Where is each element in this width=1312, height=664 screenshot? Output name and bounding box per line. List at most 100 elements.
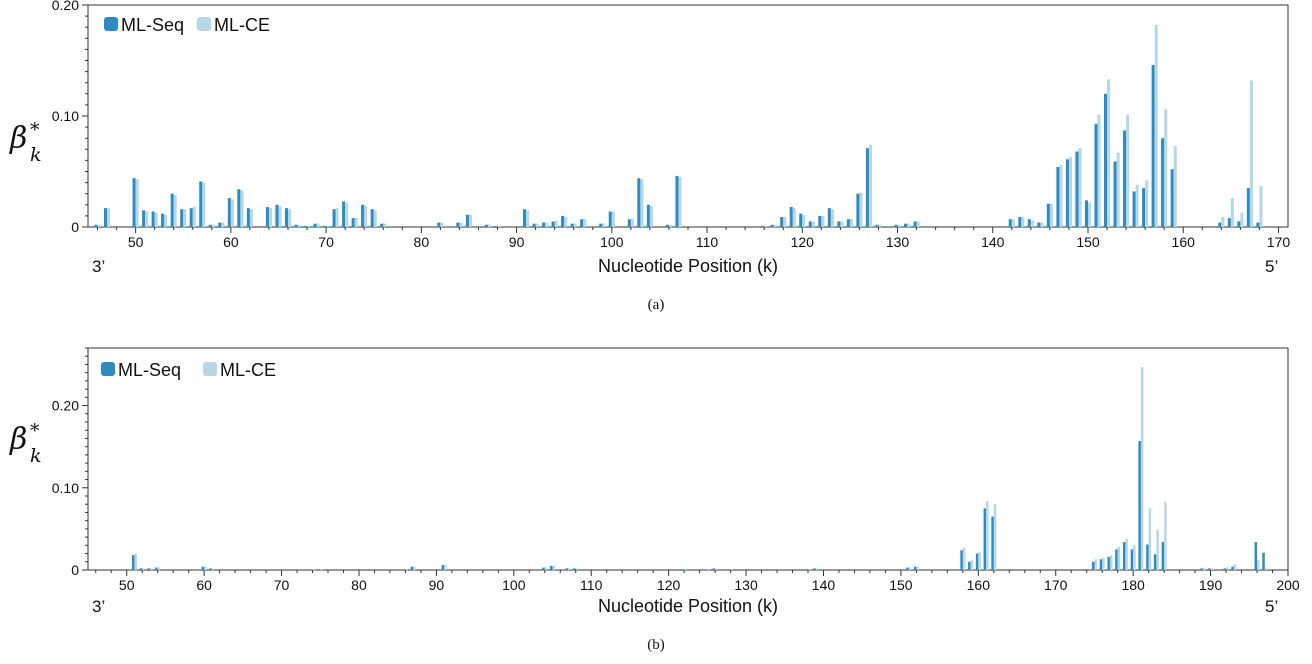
panel-a-bar-ml-ce-148 (1068, 157, 1072, 227)
panel-a-bar-ml-seq-93 (542, 222, 546, 227)
panel-a-bar-ml-ce-102 (630, 219, 634, 227)
panel-b-bar-ml-ce-53 (149, 568, 153, 570)
panel-b-bar-ml-seq-161 (983, 508, 987, 570)
panel-b-bar-ml-seq-128 (728, 569, 731, 570)
panel-a-bar-ml-ce-73 (354, 218, 358, 227)
panel-a-x-tick-label: 80 (414, 234, 430, 250)
panel-b-bar-ml-ce-179 (1125, 538, 1128, 570)
panel-b-bar-ml-ce-54 (157, 567, 161, 570)
panel-b-bar-ml-ce-105 (552, 565, 555, 570)
panel-a-bar-ml-seq-142 (1008, 219, 1012, 227)
panel-a-bar-ml-seq-168 (1256, 222, 1260, 227)
panel-a-bar-ml-ce-122 (821, 215, 825, 227)
panel-a-bar-ml-seq-146 (1046, 203, 1050, 227)
panel-a-bar-ml-seq-62 (246, 208, 250, 227)
panel-a-bar-ml-seq-75 (370, 209, 374, 227)
panel-a-bar-ml-seq-58 (208, 224, 212, 227)
panel-a-bar-ml-ce-131 (907, 223, 911, 227)
panel-b-bar-ml-ce-86 (405, 569, 408, 570)
panel-a-bar-ml-ce-99 (602, 223, 606, 227)
panel-a-y-ticks: 0 0.10 0.20 (52, 0, 88, 235)
panel-a-bar-ml-seq-51 (142, 210, 146, 227)
panel-b-bar-ml-ce-162 (993, 504, 997, 570)
panel-a-bar-ml-ce-158 (1164, 109, 1168, 227)
panel-a-bar-ml-ce-120 (802, 214, 806, 227)
panel-b-y-tick-label: 0.10 (52, 480, 79, 496)
panel-b-bar-ml-seq-151 (906, 567, 909, 570)
panel-b-marks (131, 366, 1268, 570)
panel-b-bar-ml-seq-193 (1231, 566, 1234, 570)
panel-a-bar-ml-ce-146 (1049, 203, 1053, 227)
panel-b-left-end-label: 3’ (92, 597, 105, 616)
panel-a-bar-ml-ce-149 (1078, 148, 1082, 227)
panel-a-bar-ml-seq-117 (770, 224, 774, 227)
panel-a-bar-ml-seq-102 (627, 219, 631, 227)
panel-a-y-tick-label: 0.20 (52, 0, 79, 13)
panel-a-x-tick-label: 140 (981, 234, 1005, 250)
panel-a-bar-ml-ce-74 (364, 205, 368, 227)
panel-a-bar-ml-ce-76 (383, 223, 387, 227)
panel-a-bar-ml-seq-119 (789, 207, 793, 227)
panel-a-bar-ml-seq-67 (294, 224, 298, 227)
panel-b-bar-ml-seq-91 (441, 565, 445, 570)
panel-a-bar-ml-seq-94 (551, 221, 555, 227)
panel-b-bar-ml-seq-182 (1146, 544, 1149, 570)
panel-a-bar-ml-seq-84 (456, 222, 460, 227)
panel-b-bar-ml-ce-189 (1202, 568, 1206, 570)
panel-a-bar-ml-seq-128 (875, 224, 879, 227)
panel-a-bar-ml-seq-132 (913, 221, 917, 227)
panel-a-bar-ml-seq-59 (218, 222, 222, 227)
panel-b-legend-ml-seq-swatch (101, 362, 115, 376)
panel-b-x-tick-label: 200 (1276, 577, 1300, 593)
panel-a-bar-ml-ce-57 (202, 182, 206, 227)
panel-b-x-tick-label: 170 (1044, 577, 1068, 593)
panel-b-legend-ml-ce-swatch (203, 362, 217, 376)
panel-b-x-tick-label: 50 (119, 577, 135, 593)
panel-a-bar-ml-ce-126 (859, 192, 863, 227)
panel-b-bar-ml-seq-179 (1122, 542, 1126, 570)
panel-a-bar-ml-seq-124 (837, 221, 841, 227)
panel-b-bar-ml-ce-75 (320, 569, 323, 570)
panel-a-bar-ml-ce-52 (154, 212, 158, 227)
panel-a-bar-ml-ce-132 (916, 221, 920, 227)
panel-b-bar-ml-ce-108 (575, 568, 579, 570)
panel-a-bar-ml-seq-47 (104, 208, 108, 227)
panel-a-bar-ml-seq-71 (332, 209, 336, 227)
panel-a-bar-ml-seq-65 (275, 204, 279, 227)
panel-b-chart: 50 60 70 80 90 100 110 120 130 140 150 160 170 180 190… (9, 347, 1300, 653)
panel-a-bar-ml-ce-117 (773, 224, 777, 227)
panel-a-bar-ml-ce-56 (192, 207, 196, 227)
panel-b-bar-ml-seq-175 (1091, 561, 1095, 570)
panel-a-bar-ml-ce-95 (564, 217, 568, 227)
panel-b-bar-ml-seq-180 (1130, 549, 1134, 570)
panel-a-bar-ml-ce-165 (1230, 198, 1234, 227)
panel-b-x-tick-label: 110 (580, 577, 603, 593)
panel-b-y-axis-symbol: β (9, 422, 27, 457)
panel-a-bar-ml-seq-50 (132, 178, 136, 227)
panel-a-bar-ml-seq-66 (284, 208, 288, 227)
panel-a-bar-ml-seq-68 (304, 225, 308, 227)
panel-b-bar-ml-seq-74 (310, 569, 313, 570)
panel-b-bar-ml-ce-160 (978, 551, 981, 570)
panel-a-bar-ml-seq-70 (323, 225, 327, 227)
panel-b-bar-ml-seq-152 (913, 566, 917, 570)
panel-b-bar-ml-ce-182 (1148, 508, 1152, 570)
panel-b-caption: (b) (647, 637, 665, 653)
panel-a-y-tick-label: 0 (71, 219, 79, 235)
panel-a-bar-ml-seq-61 (237, 189, 241, 227)
panel-a-bar-ml-ce-96 (573, 223, 577, 227)
panel-b-bar-ml-seq-54 (155, 567, 158, 570)
panel-a-bar-ml-seq-91 (523, 209, 527, 227)
panel-a-bar-ml-seq-148 (1065, 159, 1069, 227)
panel-a-bar-ml-ce-142 (1011, 219, 1015, 227)
panel-a-bar-ml-seq-60 (227, 198, 231, 227)
panel-b-x-tick-label: 120 (657, 577, 681, 593)
panel-b-bar-ml-ce-52 (142, 568, 145, 570)
panel-b-bar-ml-seq-184 (1161, 542, 1165, 570)
panel-a-bar-ml-ce-82 (440, 222, 444, 227)
panel-b-x-tick-label: 80 (351, 577, 367, 593)
panel-a-bar-ml-seq-118 (780, 217, 784, 227)
panel-a-bar-ml-seq-165 (1227, 218, 1231, 227)
panel-a-bar-ml-ce-155 (1135, 184, 1139, 227)
panel-a-bar-ml-seq-154 (1123, 130, 1127, 227)
